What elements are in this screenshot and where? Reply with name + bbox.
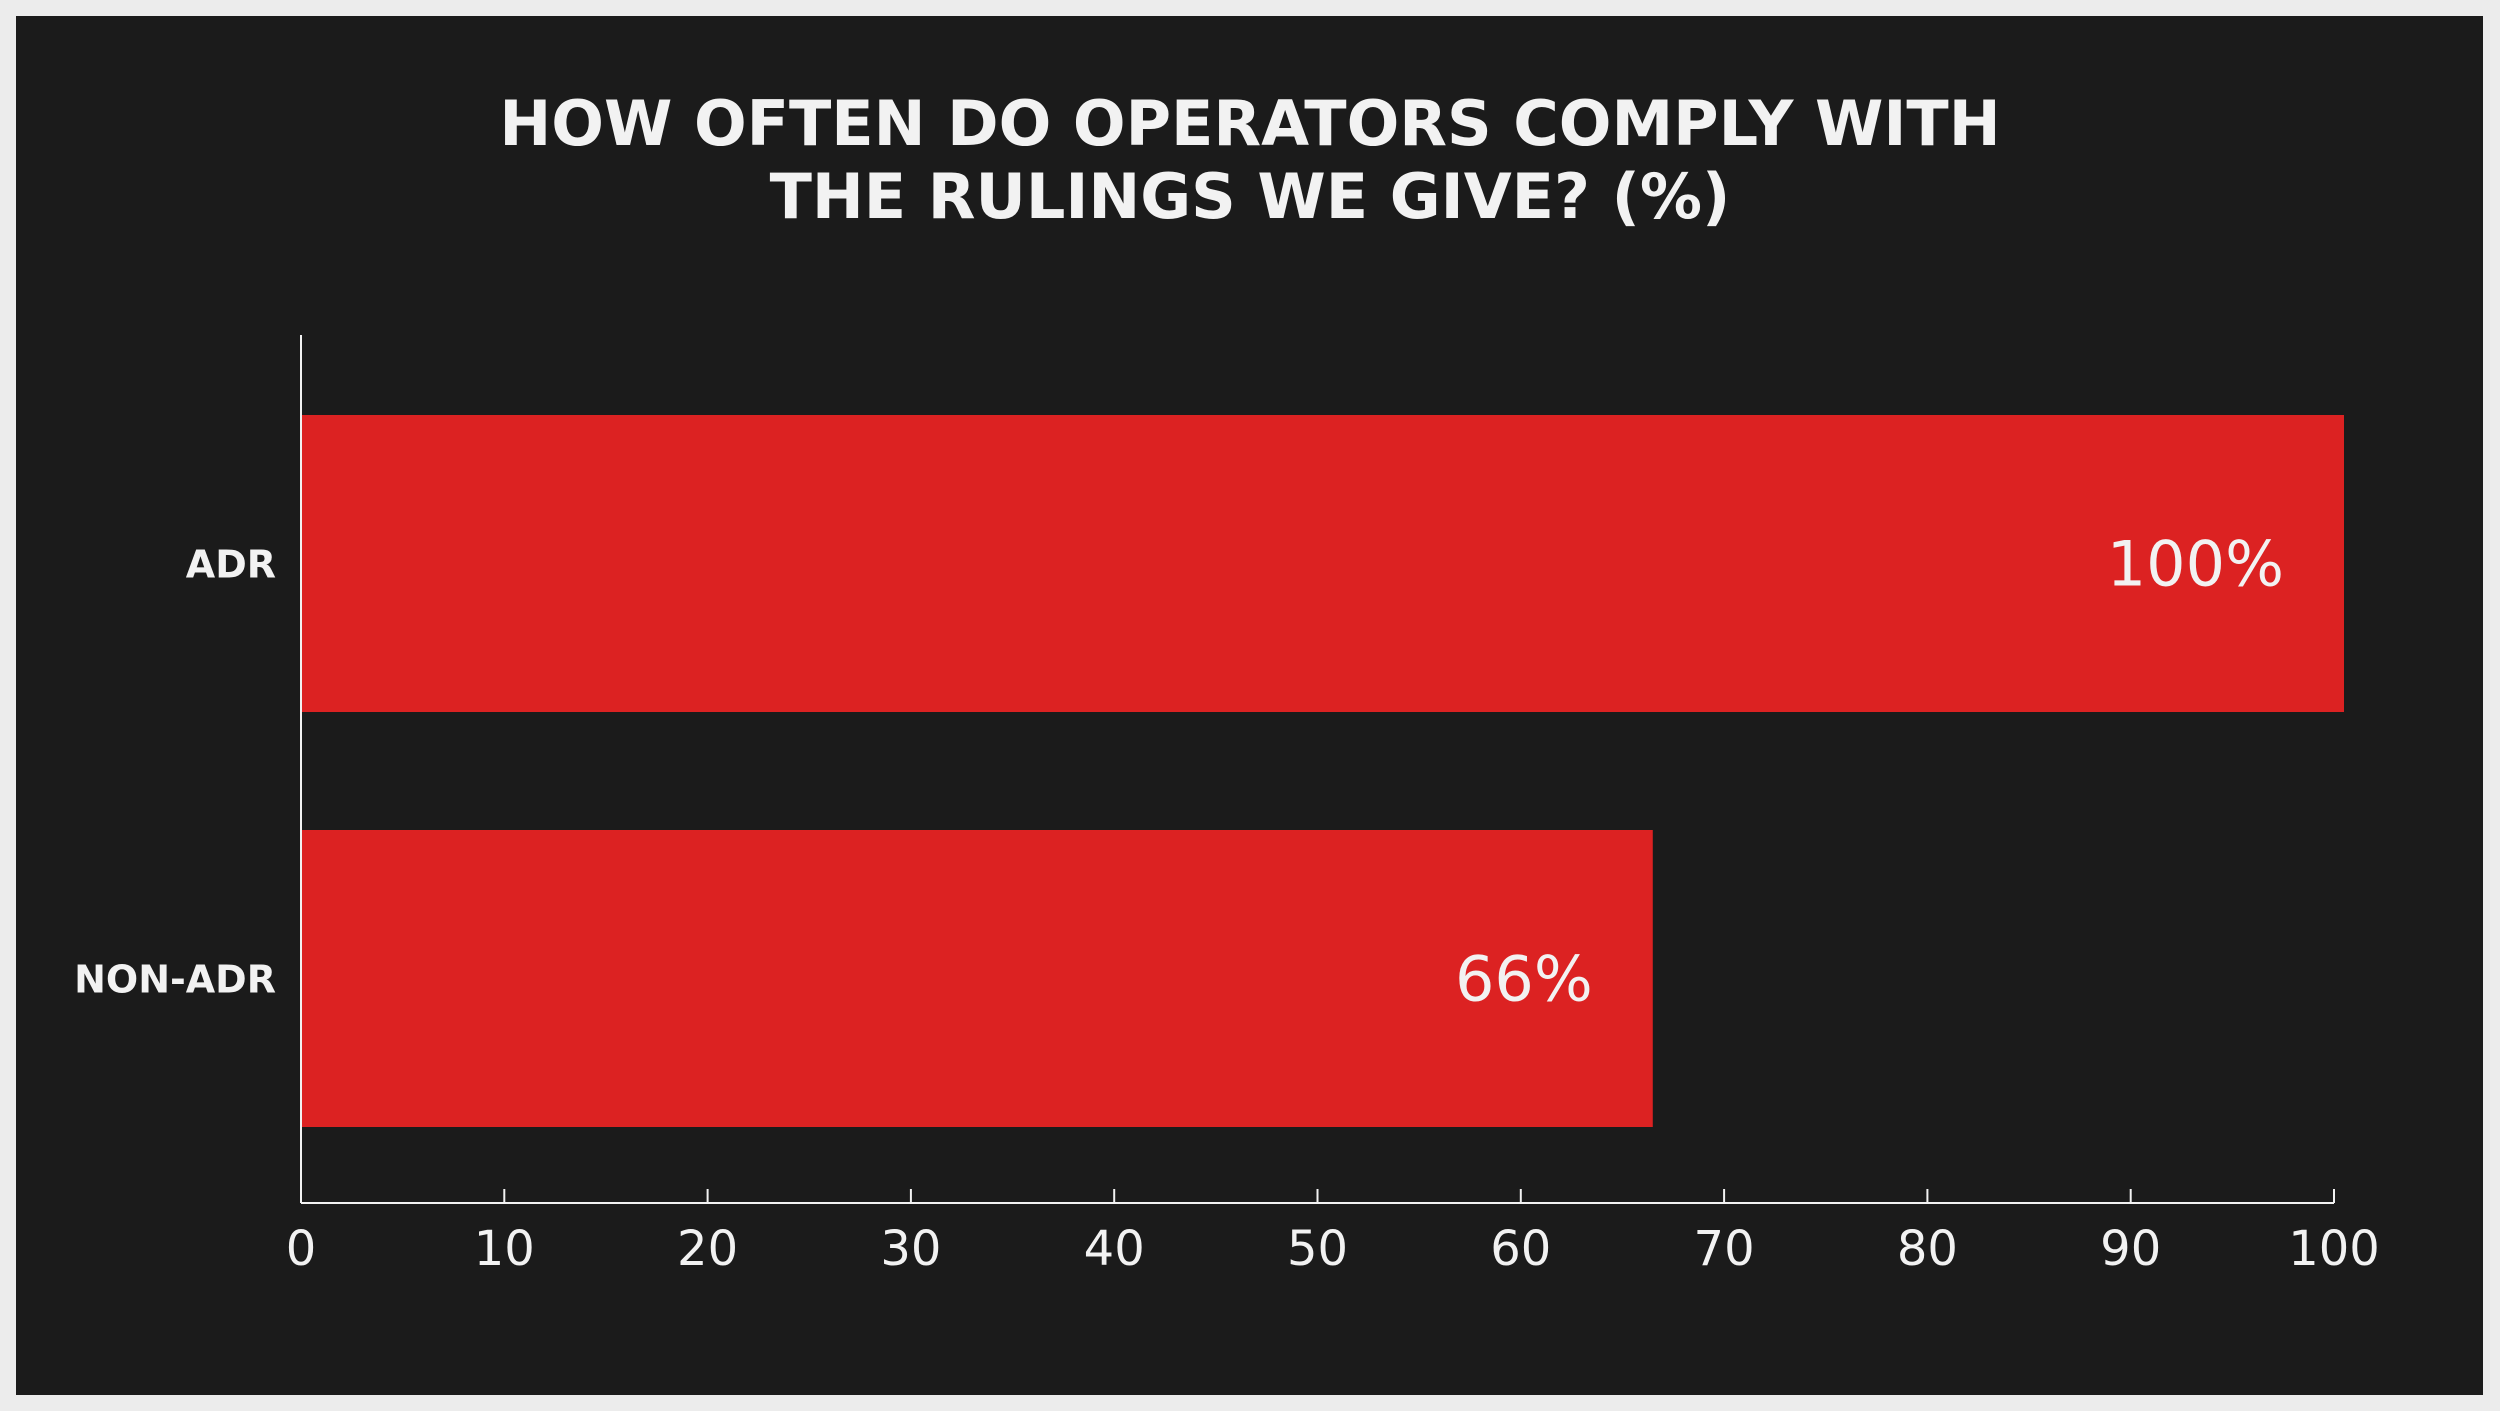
bars <box>301 415 2344 1127</box>
category-labels: ADR NON-ADR <box>74 543 276 1002</box>
x-tick-label-20: 20 <box>677 1221 738 1277</box>
x-tick-label-50: 50 <box>1287 1221 1348 1277</box>
data-label-adr: 100% <box>2107 528 2284 601</box>
x-axis-ticks: 0 10 20 30 40 50 60 70 80 90 100 <box>286 1189 2380 1277</box>
x-tick-label-80: 80 <box>1897 1221 1958 1277</box>
x-tick-label-100: 100 <box>2288 1221 2380 1277</box>
x-tick-label-40: 40 <box>1084 1221 1145 1277</box>
x-tick-label-90: 90 <box>2100 1221 2161 1277</box>
x-tick-label-60: 60 <box>1490 1221 1551 1277</box>
x-tick-label-0: 0 <box>286 1221 317 1277</box>
chart-title-line-1: HOW OFTEN DO OPERATORS COMPLY WITH <box>499 87 2000 160</box>
x-tick-label-10: 10 <box>474 1221 535 1277</box>
bar-non-adr <box>301 830 1653 1127</box>
x-tick-label-70: 70 <box>1694 1221 1755 1277</box>
x-tick-label-30: 30 <box>880 1221 941 1277</box>
category-label-non-adr: NON-ADR <box>74 958 276 1002</box>
bar-adr <box>301 415 2344 712</box>
data-label-non-adr: 66% <box>1455 943 1593 1016</box>
chart-title: HOW OFTEN DO OPERATORS COMPLY WITH THE R… <box>499 87 2000 233</box>
data-labels: 100% 66% <box>1455 528 2284 1016</box>
chart-title-line-2: THE RULINGS WE GIVE? (%) <box>770 160 1731 233</box>
category-label-adr: ADR <box>186 543 276 587</box>
